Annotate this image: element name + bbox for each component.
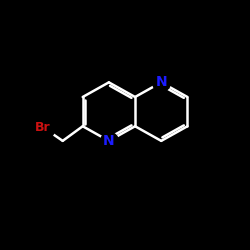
- Text: Br: Br: [35, 120, 50, 134]
- Text: N: N: [156, 75, 167, 89]
- Text: N: N: [103, 134, 115, 148]
